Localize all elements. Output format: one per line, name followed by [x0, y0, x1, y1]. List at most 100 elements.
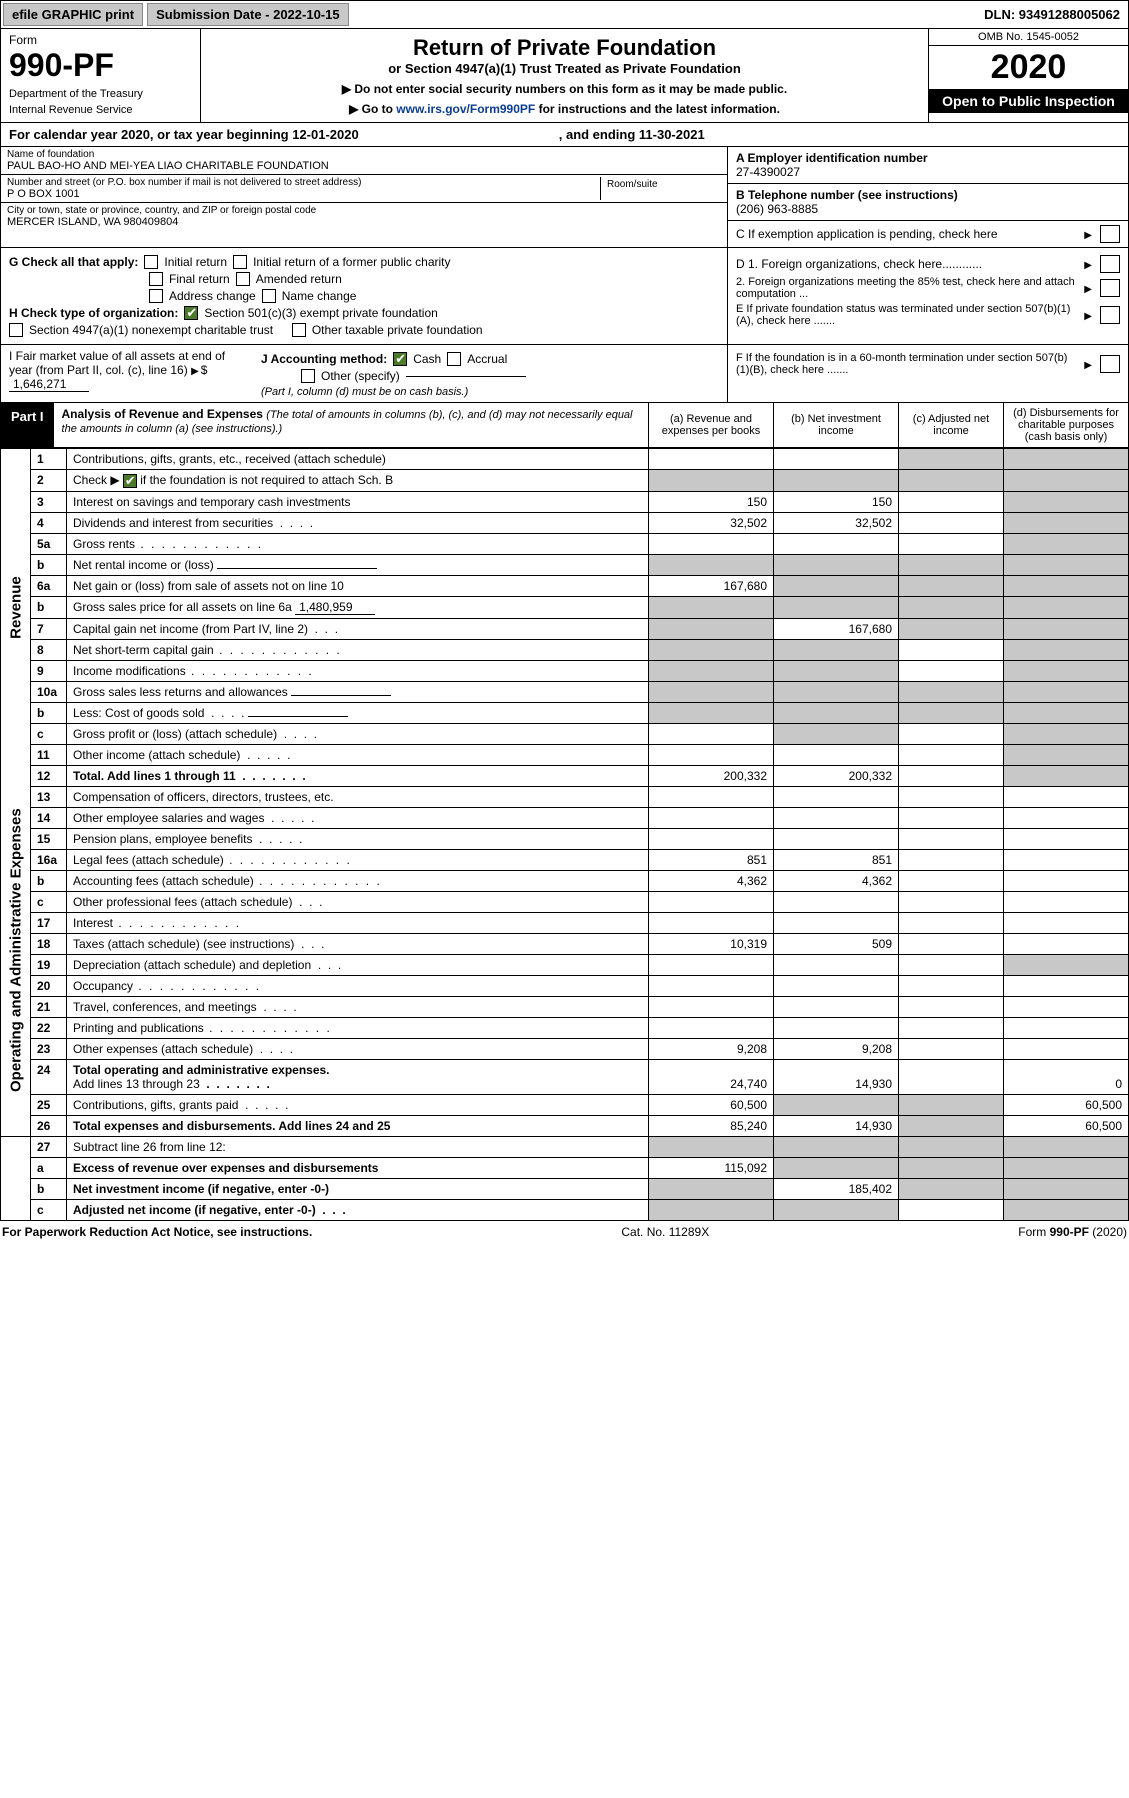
- line-num: 6a: [31, 575, 67, 596]
- g-addr-checkbox[interactable]: [149, 289, 163, 303]
- topbar: efile GRAPHIC print Submission Date - 20…: [0, 0, 1129, 29]
- j-other-checkbox[interactable]: [301, 369, 315, 383]
- line-num: 11: [31, 744, 67, 765]
- line-num: 9: [31, 660, 67, 681]
- line-desc: Contributions, gifts, grants paid . . . …: [67, 1094, 649, 1115]
- line-desc: Total expenses and disbursements. Add li…: [67, 1115, 649, 1136]
- line-a: 4,362: [649, 870, 774, 891]
- i-value: 1,646,271: [9, 377, 89, 392]
- g-final: Final return: [169, 272, 230, 286]
- line-desc: Taxes (attach schedule) (see instruction…: [67, 933, 649, 954]
- line-a: 150: [649, 491, 774, 512]
- schb-checkbox[interactable]: [123, 474, 137, 488]
- line-a: 200,332: [649, 765, 774, 786]
- j-accrual-checkbox[interactable]: [447, 352, 461, 366]
- col-c-header: (c) Adjusted net income: [898, 403, 1003, 447]
- revenue-sidebar: Revenue: [1, 449, 31, 766]
- line-d: 0: [1004, 1059, 1129, 1094]
- irs-link[interactable]: www.irs.gov/Form990PF: [396, 102, 535, 116]
- line-desc: Check ▶ if the foundation is not require…: [67, 470, 649, 492]
- cogs-field[interactable]: [248, 716, 348, 717]
- page-footer: For Paperwork Reduction Act Notice, see …: [0, 1221, 1129, 1243]
- line-b: 851: [774, 849, 899, 870]
- g-initial-checkbox[interactable]: [144, 255, 158, 269]
- efile-button[interactable]: efile GRAPHIC print: [3, 3, 143, 26]
- line-num: 5a: [31, 533, 67, 554]
- line-num: 14: [31, 807, 67, 828]
- city-label: City or town, state or province, country…: [7, 205, 721, 216]
- line-a: 60,500: [649, 1094, 774, 1115]
- line-d: 60,500: [1004, 1115, 1129, 1136]
- line-desc: Compensation of officers, directors, tru…: [67, 786, 649, 807]
- c-label: C If exemption application is pending, c…: [736, 227, 1078, 241]
- d1-checkbox[interactable]: [1100, 255, 1120, 273]
- line-desc: Net rental income or (loss): [67, 554, 649, 575]
- g-label: G Check all that apply:: [9, 255, 138, 269]
- gross-sales-field[interactable]: [291, 695, 391, 696]
- foundation-city: MERCER ISLAND, WA 980409804: [7, 216, 721, 228]
- part1-title: Analysis of Revenue and Expenses: [62, 407, 263, 421]
- line-desc: Contributions, gifts, grants, etc., rece…: [67, 449, 649, 470]
- e-label: E If private foundation status was termi…: [736, 303, 1078, 327]
- g-name-checkbox[interactable]: [262, 289, 276, 303]
- line-num: b: [31, 1178, 67, 1199]
- line-desc: Printing and publications: [67, 1017, 649, 1038]
- line-desc: Capital gain net income (from Part IV, l…: [67, 618, 649, 639]
- line-num: 10a: [31, 681, 67, 702]
- line-desc: Excess of revenue over expenses and disb…: [67, 1157, 649, 1178]
- submission-button[interactable]: Submission Date - 2022-10-15: [147, 3, 349, 26]
- gross-sales-value: 1,480,959: [295, 600, 375, 615]
- form-subtitle: or Section 4947(a)(1) Trust Treated as P…: [217, 61, 912, 76]
- line-num: 23: [31, 1038, 67, 1059]
- h-501c3-checkbox[interactable]: [184, 306, 198, 320]
- g-amended-checkbox[interactable]: [236, 272, 250, 286]
- room-label: Room/suite: [601, 177, 721, 200]
- line-desc: Gross profit or (loss) (attach schedule)…: [67, 723, 649, 744]
- line-desc: Pension plans, employee benefits . . . .…: [67, 828, 649, 849]
- line-num: 15: [31, 828, 67, 849]
- j-note: (Part I, column (d) must be on cash basi…: [261, 386, 719, 398]
- f-checkbox[interactable]: [1100, 355, 1120, 373]
- line-a: 85,240: [649, 1115, 774, 1136]
- rental-income-field[interactable]: [217, 568, 377, 569]
- h-other-checkbox[interactable]: [292, 323, 306, 337]
- line-b: 32,502: [774, 512, 899, 533]
- h-501c3: Section 501(c)(3) exempt private foundat…: [204, 306, 437, 320]
- addr-label: Number and street (or P.O. box number if…: [7, 177, 600, 188]
- line-a: 32,502: [649, 512, 774, 533]
- line-b: 200,332: [774, 765, 899, 786]
- line-num: b: [31, 702, 67, 723]
- part1-label: Part I: [1, 403, 54, 447]
- footer-mid: Cat. No. 11289X: [621, 1225, 709, 1239]
- line-num: 22: [31, 1017, 67, 1038]
- line-a: 9,208: [649, 1038, 774, 1059]
- g-final-checkbox[interactable]: [149, 272, 163, 286]
- g-name: Name change: [282, 289, 357, 303]
- line-num: 27: [31, 1136, 67, 1157]
- footer-left: For Paperwork Reduction Act Notice, see …: [2, 1225, 312, 1239]
- arrow-icon: [1084, 281, 1094, 295]
- e-checkbox[interactable]: [1100, 306, 1120, 324]
- line-desc: Income modifications: [67, 660, 649, 681]
- line-a: 167,680: [649, 575, 774, 596]
- form-label: Form: [9, 33, 192, 47]
- line-num: 16a: [31, 849, 67, 870]
- j-cash-checkbox[interactable]: [393, 352, 407, 366]
- form-number: 990-PF: [9, 47, 192, 84]
- foundation-name: PAUL BAO-HO AND MEI-YEA LIAO CHARITABLE …: [7, 160, 721, 172]
- line-desc: Net short-term capital gain: [67, 639, 649, 660]
- g-initial-former-checkbox[interactable]: [233, 255, 247, 269]
- c-checkbox[interactable]: [1100, 225, 1120, 243]
- d2-checkbox[interactable]: [1100, 279, 1120, 297]
- d1-label: D 1. Foreign organizations, check here..…: [736, 257, 1078, 271]
- line-d: [1004, 449, 1129, 470]
- entity-info: Name of foundation PAUL BAO-HO AND MEI-Y…: [0, 147, 1129, 248]
- line-num: 12: [31, 765, 67, 786]
- line-num: 21: [31, 996, 67, 1017]
- line-num: 18: [31, 933, 67, 954]
- line-num: 26: [31, 1115, 67, 1136]
- line-a: 115,092: [649, 1157, 774, 1178]
- j-other-field[interactable]: [406, 376, 526, 377]
- h-other: Other taxable private foundation: [312, 323, 483, 337]
- h-4947-checkbox[interactable]: [9, 323, 23, 337]
